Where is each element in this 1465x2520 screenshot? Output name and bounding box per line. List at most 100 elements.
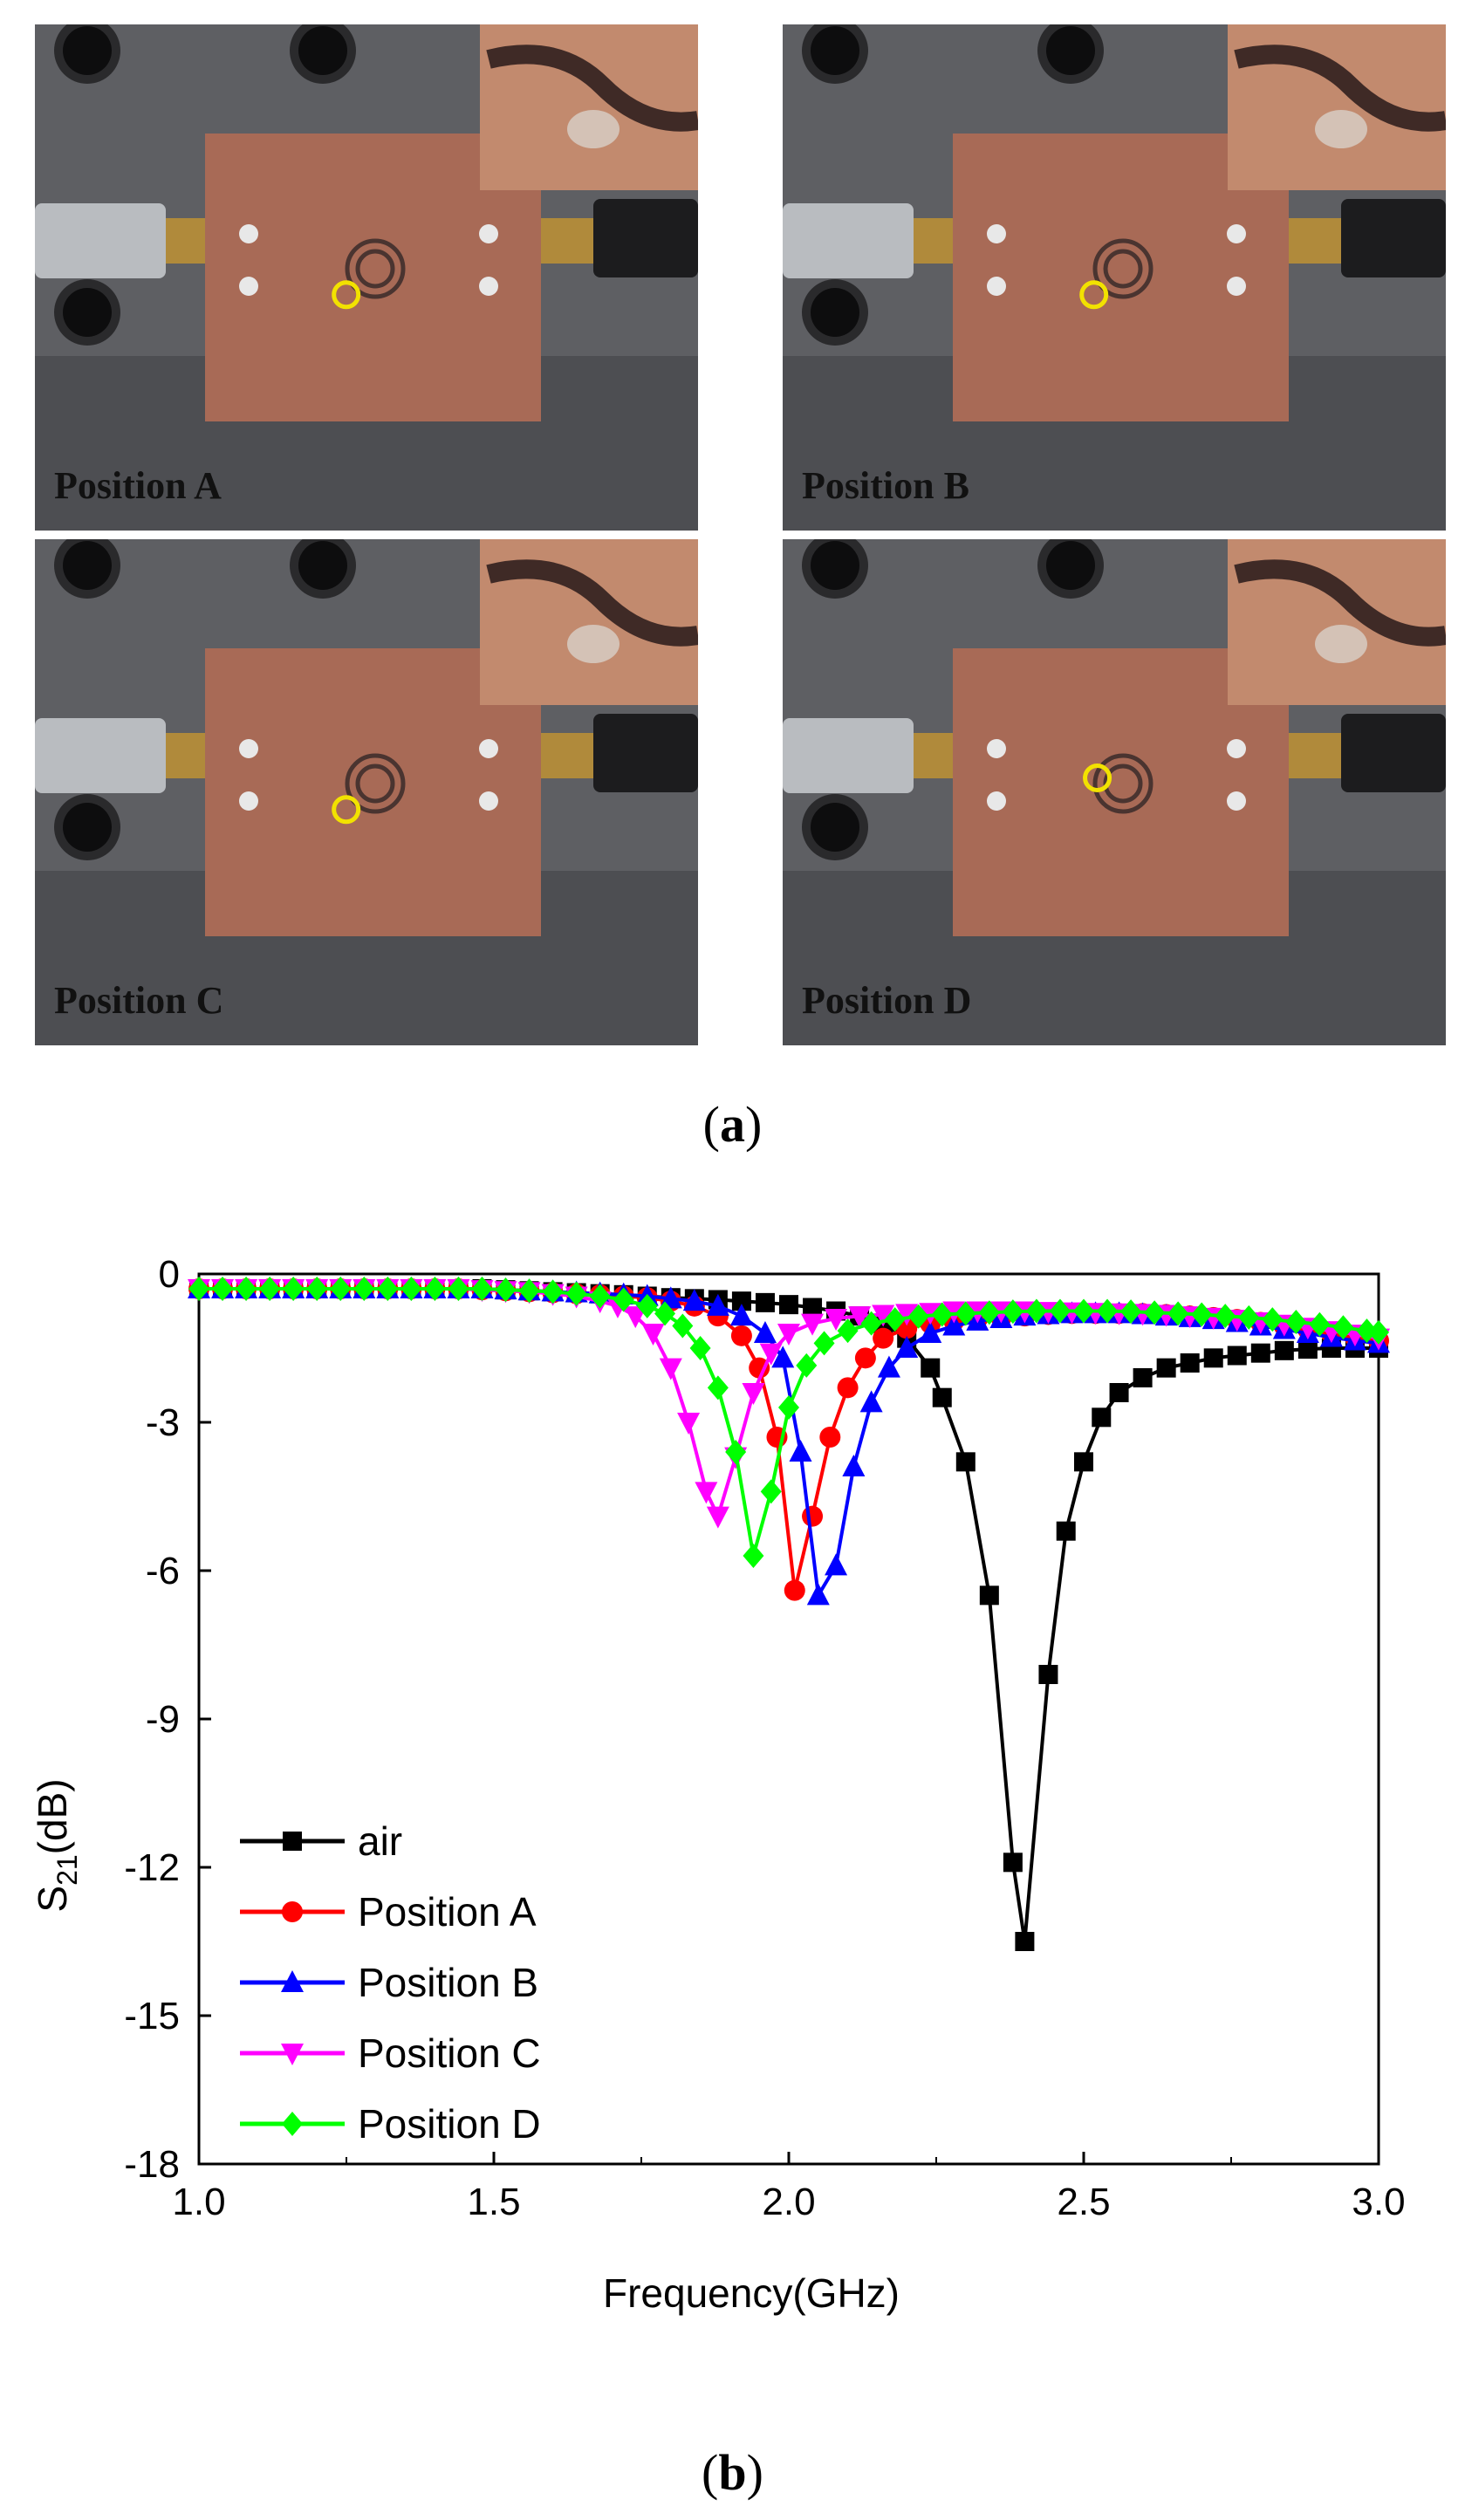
sma-connector-left [35, 203, 166, 278]
zoom-inset-trace [1234, 45, 1446, 132]
data-point-position-d [565, 1281, 587, 1306]
zoom-inset-trace [486, 45, 698, 132]
mounting-hole-inner [811, 803, 859, 852]
data-point-position-d [672, 1313, 694, 1339]
data-point-position-c [848, 1306, 872, 1329]
caption-a: (a) [702, 1096, 763, 1153]
data-point-position-c [641, 1324, 665, 1346]
feed-pin [239, 739, 258, 758]
mounting-hole-inner [811, 288, 859, 337]
data-point-position-b [859, 1390, 883, 1413]
resonator-outer-ring [345, 753, 406, 814]
data-point-air [979, 1585, 999, 1606]
resonator-inner-ring [1103, 764, 1143, 804]
plot-frame: 1.0 1.5 2.0 2.5 3.0 0 -3 -6 -9 -12 -15 -18 [124, 1253, 1405, 2223]
data-point-position-d [377, 1277, 399, 1301]
data-point-position-c [659, 1358, 682, 1380]
data-point-position-a [784, 1579, 805, 1601]
data-point-air [1074, 1452, 1093, 1472]
y-tick-label: -12 [124, 1846, 180, 1889]
data-point-air [932, 1387, 952, 1407]
data-point-position-b [789, 1440, 812, 1462]
photo-art [35, 24, 698, 531]
data-point-position-d [1049, 1298, 1071, 1324]
data-point-air [955, 1452, 976, 1472]
mounting-hole-inner [1046, 26, 1095, 75]
data-point-air [1156, 1358, 1176, 1378]
resonator-outer-ring [345, 238, 406, 299]
mounting-hole-inner [1046, 541, 1095, 590]
zoom-inset-trace [486, 559, 698, 647]
feed-pin [239, 224, 258, 243]
legend-entry-position-d: Position D [240, 2101, 541, 2147]
data-point-position-d [259, 1277, 281, 1301]
data-point-position-d [778, 1395, 799, 1420]
data-point-air [1180, 1353, 1200, 1373]
sma-connector-left [783, 718, 914, 793]
y-tick-label: 0 [159, 1253, 180, 1296]
photo-position-c: Position C [35, 539, 698, 1045]
feed-pin [987, 739, 1006, 758]
data-point-position-d [448, 1277, 469, 1301]
photo-label: Position D [802, 979, 972, 1022]
feed-pin [1227, 791, 1246, 811]
feed-pin [239, 791, 258, 811]
resonator-outer-ring [1092, 238, 1154, 299]
zoom-inset-sample [567, 110, 620, 148]
data-point-position-d [542, 1279, 564, 1305]
data-point-position-d [796, 1352, 818, 1378]
data-point-position-d [654, 1301, 676, 1326]
position-marker [1083, 764, 1112, 792]
data-point-position-d [188, 1277, 209, 1301]
feed-pin [1227, 224, 1246, 243]
data-point-position-a [819, 1427, 841, 1448]
data-point-position-d [1285, 1309, 1307, 1334]
data-point-position-c [624, 1306, 647, 1329]
sma-connector-right [593, 199, 698, 277]
mounting-hole-inner [298, 541, 347, 590]
data-point-position-b [942, 1313, 966, 1336]
data-point-position-b [806, 1583, 830, 1606]
data-point-position-c [777, 1324, 800, 1346]
data-point-position-d [400, 1277, 422, 1301]
legend-label: Position B [358, 1960, 538, 2005]
data-point-position-d [707, 1375, 729, 1400]
photo-position-d: Position D [783, 539, 1446, 1045]
data-point-position-b [877, 1355, 900, 1378]
data-point-air [1038, 1665, 1058, 1684]
photo-position-a: Position A [35, 24, 698, 531]
data-point-position-b [842, 1455, 866, 1476]
data-point-position-b [682, 1289, 706, 1311]
data-point-position-d [1144, 1300, 1166, 1325]
mounting-hole-inner [63, 803, 112, 852]
data-point-position-d [1120, 1299, 1142, 1325]
data-point-position-d [495, 1277, 517, 1303]
data-point-position-d [955, 1301, 976, 1326]
data-point-air [1203, 1348, 1223, 1368]
data-point-position-b [771, 1346, 795, 1368]
legend: air Position A Position B Position C Positio… [240, 1818, 541, 2147]
data-point-air [1274, 1340, 1294, 1360]
axis-text: Frequency(GHz) S21(dB) [30, 1778, 900, 2316]
data-point-position-d [636, 1293, 658, 1318]
data-point-position-b [919, 1321, 942, 1343]
data-point-position-d [518, 1278, 540, 1304]
sma-pin-right [1280, 733, 1341, 778]
resonator-inner-ring [355, 249, 395, 289]
zoom-inset-sample [1315, 625, 1367, 663]
photo-label: Position B [802, 464, 969, 507]
data-point-position-d [306, 1277, 328, 1301]
data-point-air [921, 1358, 941, 1378]
data-point-position-c [759, 1343, 783, 1366]
x-tick-label: 1.5 [467, 2181, 520, 2223]
feed-pin [479, 277, 498, 296]
legend-label: air [358, 1818, 402, 1864]
data-point-air [755, 1292, 775, 1312]
mounting-hole-inner [63, 288, 112, 337]
data-point-position-b [729, 1304, 753, 1326]
feed-pin [1227, 739, 1246, 758]
data-point-position-d [353, 1277, 375, 1301]
sma-pin-right [1280, 218, 1341, 264]
data-point-position-c [706, 1506, 729, 1529]
y-axis-label: S21(dB) [30, 1778, 83, 1912]
